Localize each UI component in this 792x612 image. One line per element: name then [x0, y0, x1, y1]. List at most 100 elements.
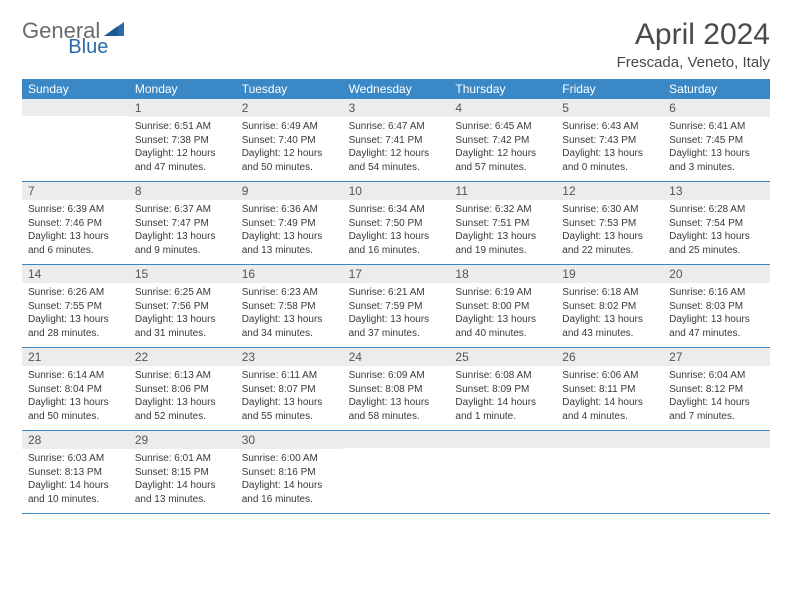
day-number: 1 — [129, 99, 236, 117]
daylight-text: Daylight: 13 hours and 40 minutes. — [455, 313, 550, 340]
day-cell: 6Sunrise: 6:41 AMSunset: 7:45 PMDaylight… — [663, 99, 770, 181]
daylight-text: Daylight: 14 hours and 10 minutes. — [28, 479, 123, 506]
sunrise-text: Sunrise: 6:49 AM — [242, 120, 337, 134]
calendar-grid: Sunday Monday Tuesday Wednesday Thursday… — [22, 79, 770, 514]
day-cell — [22, 99, 129, 181]
day-cell — [556, 431, 663, 513]
sunset-text: Sunset: 7:49 PM — [242, 217, 337, 231]
day-cell — [663, 431, 770, 513]
day-cell: 7Sunrise: 6:39 AMSunset: 7:46 PMDaylight… — [22, 182, 129, 264]
sunset-text: Sunset: 8:06 PM — [135, 383, 230, 397]
sunrise-text: Sunrise: 6:18 AM — [562, 286, 657, 300]
sunset-text: Sunset: 7:51 PM — [455, 217, 550, 231]
sunset-text: Sunset: 7:50 PM — [349, 217, 444, 231]
sunset-text: Sunset: 7:42 PM — [455, 134, 550, 148]
day-cell: 22Sunrise: 6:13 AMSunset: 8:06 PMDayligh… — [129, 348, 236, 430]
week-row: 28Sunrise: 6:03 AMSunset: 8:13 PMDayligh… — [22, 431, 770, 514]
logo-text-2: Blue — [68, 36, 108, 59]
sunrise-text: Sunrise: 6:23 AM — [242, 286, 337, 300]
sunrise-text: Sunrise: 6:00 AM — [242, 452, 337, 466]
day-number: 15 — [129, 265, 236, 283]
sunrise-text: Sunrise: 6:36 AM — [242, 203, 337, 217]
sunset-text: Sunset: 8:07 PM — [242, 383, 337, 397]
daylight-text: Daylight: 13 hours and 31 minutes. — [135, 313, 230, 340]
day-cell: 1Sunrise: 6:51 AMSunset: 7:38 PMDaylight… — [129, 99, 236, 181]
daylight-text: Daylight: 13 hours and 0 minutes. — [562, 147, 657, 174]
day-number: 27 — [663, 348, 770, 366]
daylight-text: Daylight: 13 hours and 16 minutes. — [349, 230, 444, 257]
day-number — [343, 431, 450, 448]
day-cell: 27Sunrise: 6:04 AMSunset: 8:12 PMDayligh… — [663, 348, 770, 430]
sunrise-text: Sunrise: 6:30 AM — [562, 203, 657, 217]
sunset-text: Sunset: 8:13 PM — [28, 466, 123, 480]
sunset-text: Sunset: 7:45 PM — [669, 134, 764, 148]
location-text: Frescada, Veneto, Italy — [617, 54, 770, 71]
day-number: 16 — [236, 265, 343, 283]
daylight-text: Daylight: 12 hours and 47 minutes. — [135, 147, 230, 174]
day-cell: 26Sunrise: 6:06 AMSunset: 8:11 PMDayligh… — [556, 348, 663, 430]
sunrise-text: Sunrise: 6:47 AM — [349, 120, 444, 134]
sunset-text: Sunset: 8:12 PM — [669, 383, 764, 397]
daylight-text: Daylight: 12 hours and 50 minutes. — [242, 147, 337, 174]
day-number: 23 — [236, 348, 343, 366]
day-cell: 3Sunrise: 6:47 AMSunset: 7:41 PMDaylight… — [343, 99, 450, 181]
day-number: 20 — [663, 265, 770, 283]
day-cell: 13Sunrise: 6:28 AMSunset: 7:54 PMDayligh… — [663, 182, 770, 264]
sunrise-text: Sunrise: 6:09 AM — [349, 369, 444, 383]
sunrise-text: Sunrise: 6:25 AM — [135, 286, 230, 300]
daylight-text: Daylight: 13 hours and 37 minutes. — [349, 313, 444, 340]
day-number: 17 — [343, 265, 450, 283]
sunrise-text: Sunrise: 6:37 AM — [135, 203, 230, 217]
day-cell: 14Sunrise: 6:26 AMSunset: 7:55 PMDayligh… — [22, 265, 129, 347]
weeks-container: 1Sunrise: 6:51 AMSunset: 7:38 PMDaylight… — [22, 99, 770, 514]
daylight-text: Daylight: 13 hours and 13 minutes. — [242, 230, 337, 257]
day-number: 11 — [449, 182, 556, 200]
sunset-text: Sunset: 8:03 PM — [669, 300, 764, 314]
day-header-thu: Thursday — [449, 79, 556, 99]
sunrise-text: Sunrise: 6:04 AM — [669, 369, 764, 383]
sunset-text: Sunset: 8:04 PM — [28, 383, 123, 397]
week-row: 1Sunrise: 6:51 AMSunset: 7:38 PMDaylight… — [22, 99, 770, 182]
day-cell: 30Sunrise: 6:00 AMSunset: 8:16 PMDayligh… — [236, 431, 343, 513]
day-cell: 17Sunrise: 6:21 AMSunset: 7:59 PMDayligh… — [343, 265, 450, 347]
daylight-text: Daylight: 14 hours and 4 minutes. — [562, 396, 657, 423]
daylight-text: Daylight: 13 hours and 43 minutes. — [562, 313, 657, 340]
day-number: 26 — [556, 348, 663, 366]
day-number: 18 — [449, 265, 556, 283]
day-cell: 23 Sunrise: 6:11 AMSunset: 8:07 PMDayligh… — [236, 348, 343, 430]
header: General Blue April 2024 Frescada, Veneto… — [22, 18, 770, 71]
calendar-page: General Blue April 2024 Frescada, Veneto… — [0, 0, 792, 532]
day-number: 19 — [556, 265, 663, 283]
day-header-wed: Wednesday — [343, 79, 450, 99]
day-header-tue: Tuesday — [236, 79, 343, 99]
day-number — [449, 431, 556, 448]
sunrise-text: Sunrise: 6:11 AM — [242, 369, 337, 383]
sunrise-text: Sunrise: 6:21 AM — [349, 286, 444, 300]
day-number: 30 — [236, 431, 343, 449]
day-number: 25 — [449, 348, 556, 366]
sunrise-text: Sunrise: 6:43 AM — [562, 120, 657, 134]
sunset-text: Sunset: 8:02 PM — [562, 300, 657, 314]
daylight-text: Daylight: 12 hours and 57 minutes. — [455, 147, 550, 174]
sunrise-text: Sunrise: 6:06 AM — [562, 369, 657, 383]
day-cell: 19 Sunrise: 6:18 AMSunset: 8:02 PMDayligh… — [556, 265, 663, 347]
day-cell: 21Sunrise: 6:14 AMSunset: 8:04 PMDayligh… — [22, 348, 129, 430]
daylight-text: Daylight: 13 hours and 55 minutes. — [242, 396, 337, 423]
day-number: 14 — [22, 265, 129, 283]
day-number: 6 — [663, 99, 770, 117]
logo: General Blue — [22, 18, 146, 44]
sunrise-text: Sunrise: 6:16 AM — [669, 286, 764, 300]
daylight-text: Daylight: 13 hours and 50 minutes. — [28, 396, 123, 423]
day-number: 21 — [22, 348, 129, 366]
daylight-text: Daylight: 13 hours and 9 minutes. — [135, 230, 230, 257]
sunset-text: Sunset: 7:41 PM — [349, 134, 444, 148]
day-cell: 10Sunrise: 6:34 AMSunset: 7:50 PMDayligh… — [343, 182, 450, 264]
daylight-text: Daylight: 13 hours and 19 minutes. — [455, 230, 550, 257]
sunrise-text: Sunrise: 6:03 AM — [28, 452, 123, 466]
sunrise-text: Sunrise: 6:45 AM — [455, 120, 550, 134]
day-number: 9 — [236, 182, 343, 200]
day-cell: 9 Sunrise: 6:36 AMSunset: 7:49 PMDaylight… — [236, 182, 343, 264]
sunset-text: Sunset: 8:15 PM — [135, 466, 230, 480]
daylight-text: Daylight: 12 hours and 54 minutes. — [349, 147, 444, 174]
daylight-text: Daylight: 13 hours and 25 minutes. — [669, 230, 764, 257]
